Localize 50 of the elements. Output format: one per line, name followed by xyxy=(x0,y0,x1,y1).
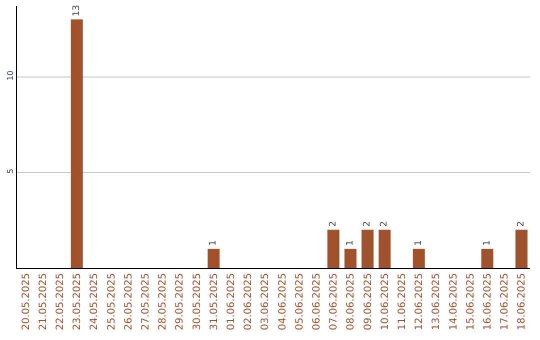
data-label: 2 xyxy=(516,221,526,227)
bar xyxy=(208,248,220,268)
y-tick-label: 5 xyxy=(6,168,15,174)
x-tick-label: 29.05.2025 xyxy=(174,273,186,330)
x-tick-label: 26.05.2025 xyxy=(123,273,134,330)
x-tick-label: 28.05.2025 xyxy=(158,273,169,330)
x-tick-label: 15.06.2025 xyxy=(465,273,476,330)
x-tick-label: 23.05.2025 xyxy=(72,273,84,330)
x-tick-label: 27.05.2025 xyxy=(140,273,152,330)
x-tick-label: 31.05.2025 xyxy=(208,273,220,330)
bar xyxy=(412,248,425,268)
data-label: 1 xyxy=(208,240,219,246)
x-tick-label: 08.06.2025 xyxy=(346,273,357,330)
bar xyxy=(344,248,356,268)
x-tick-label: 07.06.2025 xyxy=(328,273,340,330)
x-tick-label: 16.06.2025 xyxy=(482,273,494,330)
data-label: 1 xyxy=(482,240,492,246)
y-tick-label: 10 xyxy=(6,70,15,81)
bar xyxy=(481,248,494,268)
x-tick-label: 30.05.2025 xyxy=(192,273,203,330)
x-tick-label: 02.06.2025 xyxy=(243,273,254,330)
x-tick-label: 10.06.2025 xyxy=(380,273,391,330)
x-tick-label: 24.05.2025 xyxy=(89,273,100,330)
x-tick-label: 09.06.2025 xyxy=(362,273,374,330)
x-tick-label: 11.06.2025 xyxy=(397,273,408,330)
x-tick-label: 21.05.2025 xyxy=(38,273,49,330)
bar xyxy=(327,230,340,268)
x-tick-label: 18.06.2025 xyxy=(516,273,528,330)
bar xyxy=(378,230,391,268)
x-tick-label: 05.06.2025 xyxy=(294,273,306,330)
x-tick-label: 06.06.2025 xyxy=(312,273,322,330)
bar xyxy=(362,230,374,268)
data-label: 13 xyxy=(72,4,82,16)
bar xyxy=(515,230,528,268)
x-tick-label: 12.06.2025 xyxy=(414,273,426,330)
data-label: 2 xyxy=(362,221,373,227)
data-label: 2 xyxy=(328,221,338,227)
x-tick-label: 25.05.2025 xyxy=(106,273,118,330)
x-tick-label: 01.06.2025 xyxy=(226,273,237,330)
x-tick-label: 13.06.2025 xyxy=(431,273,442,330)
x-tick-label: 17.06.2025 xyxy=(500,273,511,330)
data-label: 1 xyxy=(414,240,424,246)
x-tick-label: 03.06.2025 xyxy=(260,273,272,330)
x-tick-label: 22.05.2025 xyxy=(55,273,66,330)
bar xyxy=(70,19,83,268)
x-tick-label: 20.05.2025 xyxy=(20,273,32,330)
data-label: 2 xyxy=(380,221,390,227)
x-tick-label: 04.06.2025 xyxy=(277,273,288,330)
data-label: 1 xyxy=(345,240,356,246)
x-tick-label: 14.06.2025 xyxy=(448,273,460,330)
